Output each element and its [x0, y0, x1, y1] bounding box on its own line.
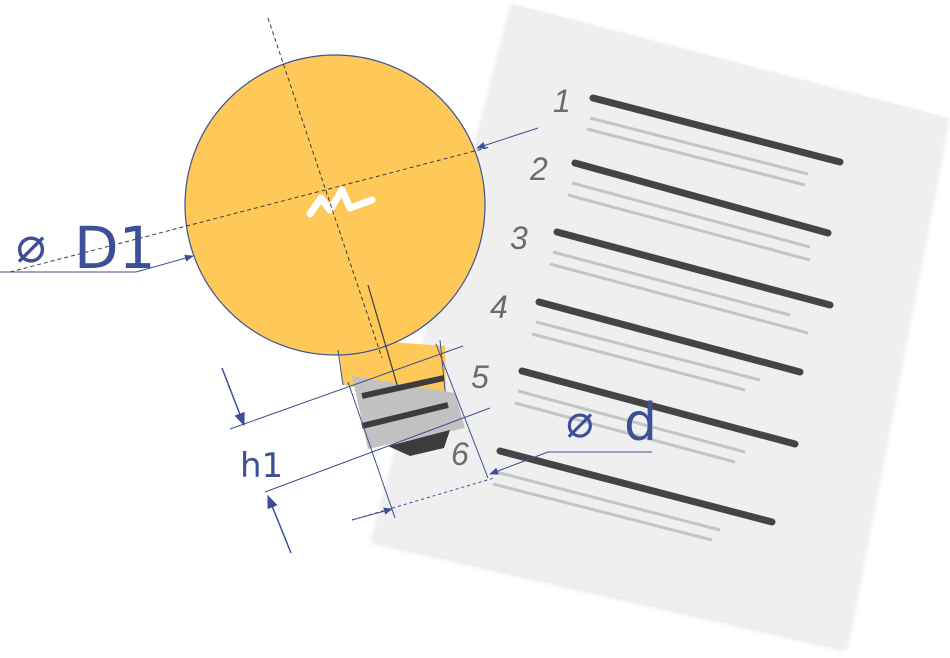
dimension-d1: ⌀ D1 [0, 127, 539, 282]
dimension-label-h1: h1 [240, 446, 283, 486]
bulb-neck-outline [337, 339, 447, 401]
dimension-label-d1: D1 [74, 214, 156, 282]
list-item [492, 447, 776, 542]
base-stripe [361, 375, 445, 399]
list-item [586, 94, 844, 187]
item-number: 2 [529, 151, 548, 187]
list-item [531, 298, 804, 392]
item-number: 6 [451, 436, 469, 472]
bulb-contact-tip [388, 430, 450, 456]
paper-background [372, 4, 948, 648]
item-number: 4 [490, 289, 508, 325]
diameter-symbol: ⌀ [566, 394, 594, 448]
dimension-d: ⌀ d [351, 343, 657, 521]
document-sheet: 1 2 3 4 5 6 [372, 4, 948, 648]
filament [306, 186, 376, 218]
light-bulb [9, 17, 491, 456]
base-stripe [361, 402, 449, 429]
horizontal-center-line [9, 146, 491, 273]
list-item [514, 367, 799, 464]
list-item [549, 228, 834, 335]
item-number: 5 [471, 359, 489, 395]
vertical-center-line [267, 17, 383, 359]
item-number: 3 [510, 220, 528, 256]
item-number: 1 [553, 83, 571, 119]
dimension-label-d: d [624, 393, 657, 453]
diameter-symbol: ⌀ [16, 216, 46, 274]
dimension-h1: h1 [221, 345, 491, 554]
list-item [567, 159, 832, 262]
